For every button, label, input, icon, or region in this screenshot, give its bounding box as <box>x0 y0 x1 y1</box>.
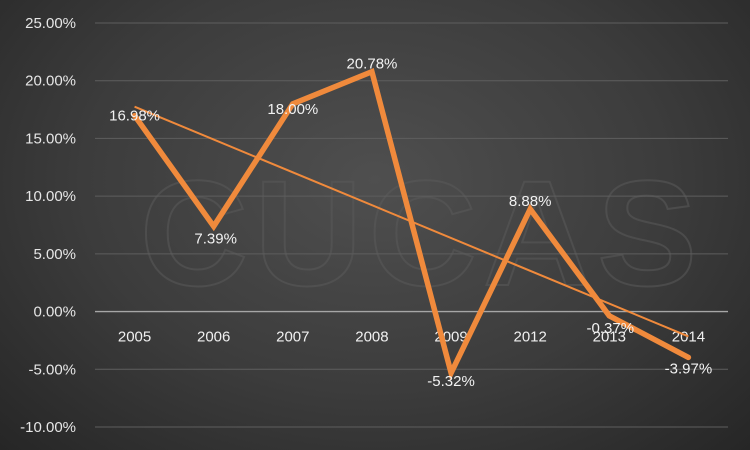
x-tick-label: 2008 <box>355 329 388 346</box>
data-label: 8.88% <box>509 193 552 210</box>
y-axis-tick-labels: -10.00% -5.00% 0.00% 5.00% 10.00% 15.00% 20.00… <box>20 15 76 436</box>
data-labels: 16.98% 7.39% 18.00% 20.78% -5.32% 8.88% -0.37%… <box>109 56 712 390</box>
data-label: 20.78% <box>347 56 398 73</box>
gridlines <box>95 22 728 428</box>
watermark-text: CUCAS <box>140 149 703 317</box>
y-tick-label: 20.00% <box>25 73 76 90</box>
y-tick-label: -5.00% <box>28 361 76 378</box>
data-label: -5.32% <box>427 373 475 390</box>
x-tick-label: 2005 <box>118 329 151 346</box>
x-axis-category-labels: 2005 2006 2007 2008 2009 2012 2013 2014 <box>118 329 705 346</box>
y-tick-label: 25.00% <box>25 15 76 32</box>
series-line <box>131 67 692 381</box>
x-tick-label: 2007 <box>276 329 309 346</box>
x-tick-label: 2012 <box>514 329 547 346</box>
data-label: 18.00% <box>267 101 318 118</box>
x-tick-label: 2006 <box>197 329 230 346</box>
y-tick-label: 0.00% <box>33 304 76 321</box>
y-tick-label: 15.00% <box>25 130 76 147</box>
series-polyline <box>131 67 692 381</box>
y-tick-label: -10.00% <box>20 419 76 436</box>
data-label: 7.39% <box>194 230 237 247</box>
x-tick-label: 2013 <box>593 329 626 346</box>
data-label: -0.37% <box>587 320 635 337</box>
data-label: 16.98% <box>109 108 160 125</box>
data-label: -3.97% <box>665 360 713 377</box>
watermark: CUCAS <box>139 148 703 318</box>
y-tick-label: 5.00% <box>33 246 76 263</box>
y-tick-label: 10.00% <box>25 188 76 205</box>
